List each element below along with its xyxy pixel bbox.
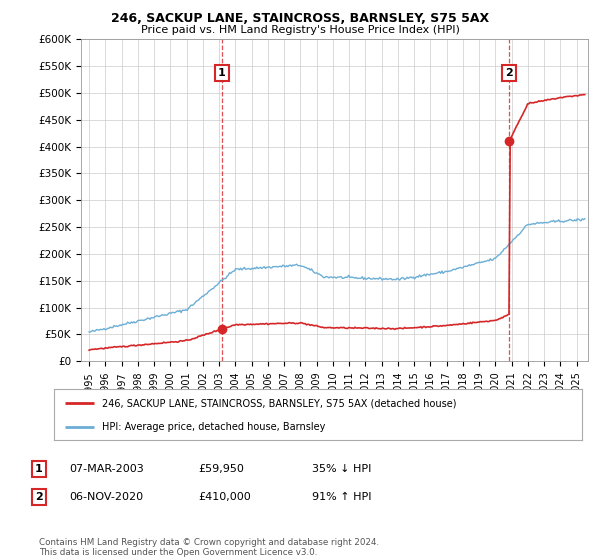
- Text: HPI: Average price, detached house, Barnsley: HPI: Average price, detached house, Barn…: [101, 422, 325, 432]
- Text: 2: 2: [505, 68, 513, 78]
- Text: 246, SACKUP LANE, STAINCROSS, BARNSLEY, S75 5AX (detached house): 246, SACKUP LANE, STAINCROSS, BARNSLEY, …: [101, 398, 456, 408]
- Text: 35% ↓ HPI: 35% ↓ HPI: [312, 464, 371, 474]
- Text: £410,000: £410,000: [198, 492, 251, 502]
- Text: 1: 1: [35, 464, 43, 474]
- Text: Contains HM Land Registry data © Crown copyright and database right 2024.
This d: Contains HM Land Registry data © Crown c…: [39, 538, 379, 557]
- Text: 06-NOV-2020: 06-NOV-2020: [69, 492, 143, 502]
- Text: 246, SACKUP LANE, STAINCROSS, BARNSLEY, S75 5AX: 246, SACKUP LANE, STAINCROSS, BARNSLEY, …: [111, 12, 489, 25]
- Text: £59,950: £59,950: [198, 464, 244, 474]
- Text: 91% ↑ HPI: 91% ↑ HPI: [312, 492, 371, 502]
- Text: 07-MAR-2003: 07-MAR-2003: [69, 464, 144, 474]
- Text: Price paid vs. HM Land Registry's House Price Index (HPI): Price paid vs. HM Land Registry's House …: [140, 25, 460, 35]
- Text: 2: 2: [35, 492, 43, 502]
- Text: 1: 1: [218, 68, 226, 78]
